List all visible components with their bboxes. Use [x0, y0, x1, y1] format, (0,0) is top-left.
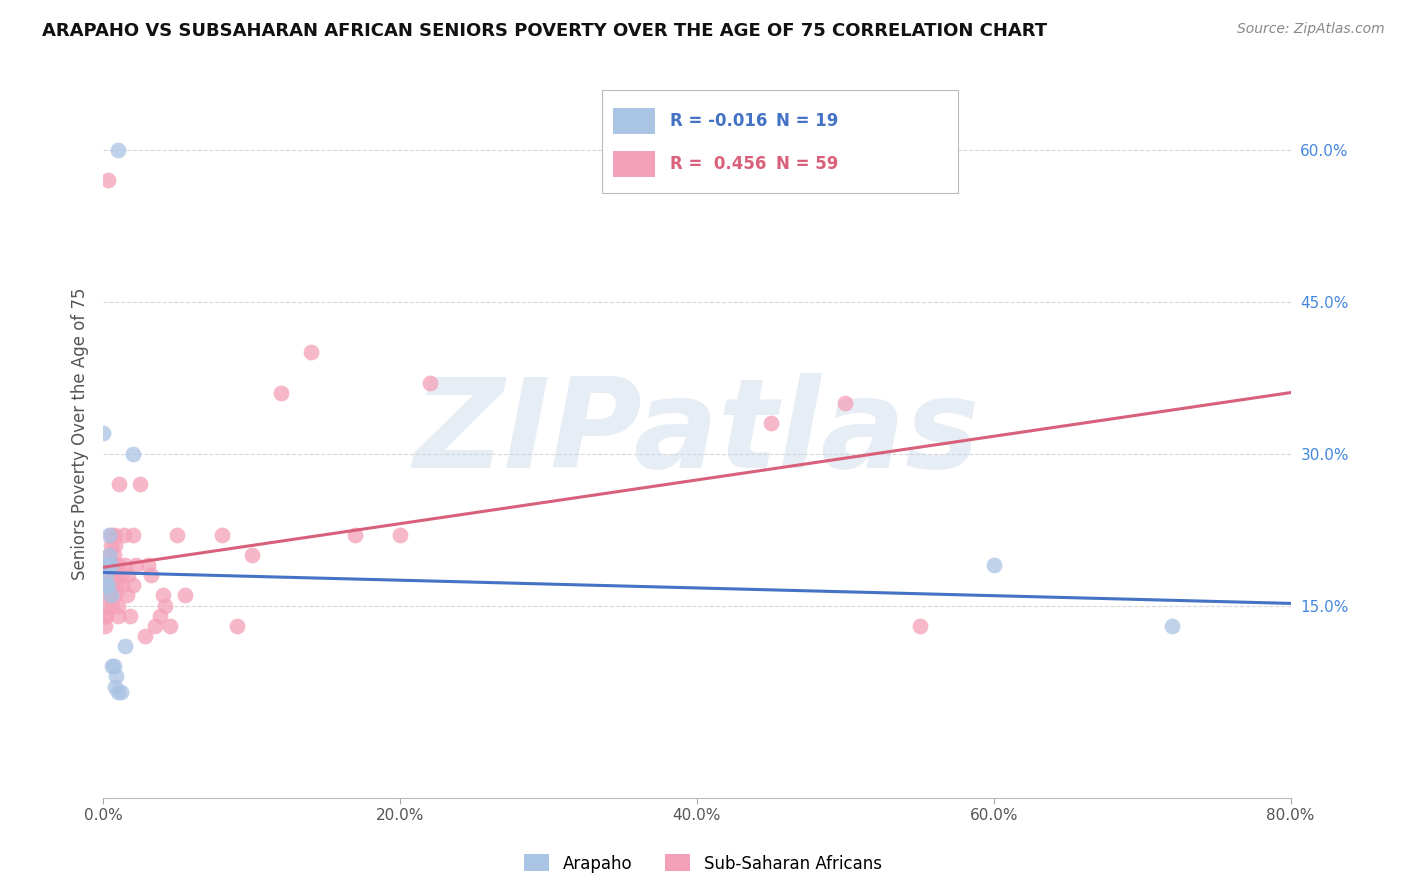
Point [107, 143, 129, 157]
Point [114, 639, 136, 653]
Point [104, 538, 127, 552]
Text: N = 59: N = 59 [776, 155, 839, 173]
Point [225, 619, 247, 633]
Point [105, 578, 128, 592]
Point [173, 589, 195, 603]
Point [107, 608, 129, 623]
Point [98, 578, 121, 592]
Point [983, 558, 1005, 572]
Point [125, 558, 148, 572]
Point [98, 527, 121, 541]
Point [112, 527, 135, 541]
Point [240, 548, 263, 562]
Point [299, 345, 322, 359]
Legend: Arapaho, Sub-Saharan Africans: Arapaho, Sub-Saharan Africans [517, 847, 889, 880]
Point [1160, 619, 1182, 633]
Point [103, 558, 125, 572]
Point [143, 619, 166, 633]
Point [105, 669, 128, 683]
Point [93, 619, 115, 633]
Point [114, 558, 136, 572]
Point [101, 659, 124, 673]
Point [97, 578, 120, 592]
Point [834, 396, 856, 410]
Point [211, 527, 233, 541]
Point [97, 558, 120, 572]
Point [100, 558, 122, 572]
Point [93, 558, 115, 572]
Point [118, 608, 141, 623]
Point [110, 568, 132, 582]
Point [94, 568, 117, 582]
Point [97, 599, 120, 613]
Point [107, 684, 129, 698]
Point [107, 558, 129, 572]
Point [108, 477, 131, 491]
Point [97, 568, 120, 582]
Point [121, 446, 143, 460]
Text: N = 19: N = 19 [776, 112, 839, 130]
Point [100, 527, 122, 541]
Point [98, 548, 121, 562]
Point [152, 589, 174, 603]
Point [344, 527, 367, 541]
Point [104, 527, 127, 541]
Point [121, 578, 143, 592]
Point [98, 558, 121, 572]
Point [94, 589, 117, 603]
Point [94, 608, 117, 623]
Point [100, 589, 122, 603]
Point [155, 599, 177, 613]
Point [111, 578, 134, 592]
Point [115, 589, 138, 603]
Point [148, 608, 170, 623]
Point [103, 568, 125, 582]
Point [98, 548, 121, 562]
Point [388, 527, 411, 541]
Point [100, 589, 122, 603]
Point [136, 558, 159, 572]
Point [110, 684, 132, 698]
Text: R = -0.016: R = -0.016 [669, 112, 766, 130]
Point [908, 619, 931, 633]
Point [121, 527, 143, 541]
Point [101, 599, 124, 613]
Point [94, 578, 117, 592]
Point [91, 426, 114, 441]
Point [134, 629, 156, 643]
Point [93, 608, 115, 623]
FancyBboxPatch shape [602, 90, 957, 193]
Point [107, 599, 129, 613]
Text: ZIPatlas: ZIPatlas [413, 373, 980, 494]
Point [759, 416, 782, 430]
Bar [613, 108, 655, 134]
Point [103, 548, 125, 562]
Point [166, 527, 188, 541]
Point [419, 376, 441, 390]
Point [117, 568, 139, 582]
Point [104, 680, 127, 694]
Point [104, 589, 127, 603]
Point [97, 173, 120, 187]
Point [159, 619, 181, 633]
Point [103, 659, 125, 673]
Point [105, 568, 128, 582]
Y-axis label: Seniors Poverty Over the Age of 75: Seniors Poverty Over the Age of 75 [72, 287, 89, 580]
Point [270, 385, 292, 400]
Point [139, 568, 162, 582]
Point [129, 477, 152, 491]
Point [100, 538, 122, 552]
Text: ARAPAHO VS SUBSAHARAN AFRICAN SENIORS POVERTY OVER THE AGE OF 75 CORRELATION CHA: ARAPAHO VS SUBSAHARAN AFRICAN SENIORS PO… [42, 22, 1047, 40]
Bar [613, 151, 655, 177]
Text: Source: ZipAtlas.com: Source: ZipAtlas.com [1237, 22, 1385, 37]
Point [101, 578, 124, 592]
Text: R =  0.456: R = 0.456 [669, 155, 766, 173]
